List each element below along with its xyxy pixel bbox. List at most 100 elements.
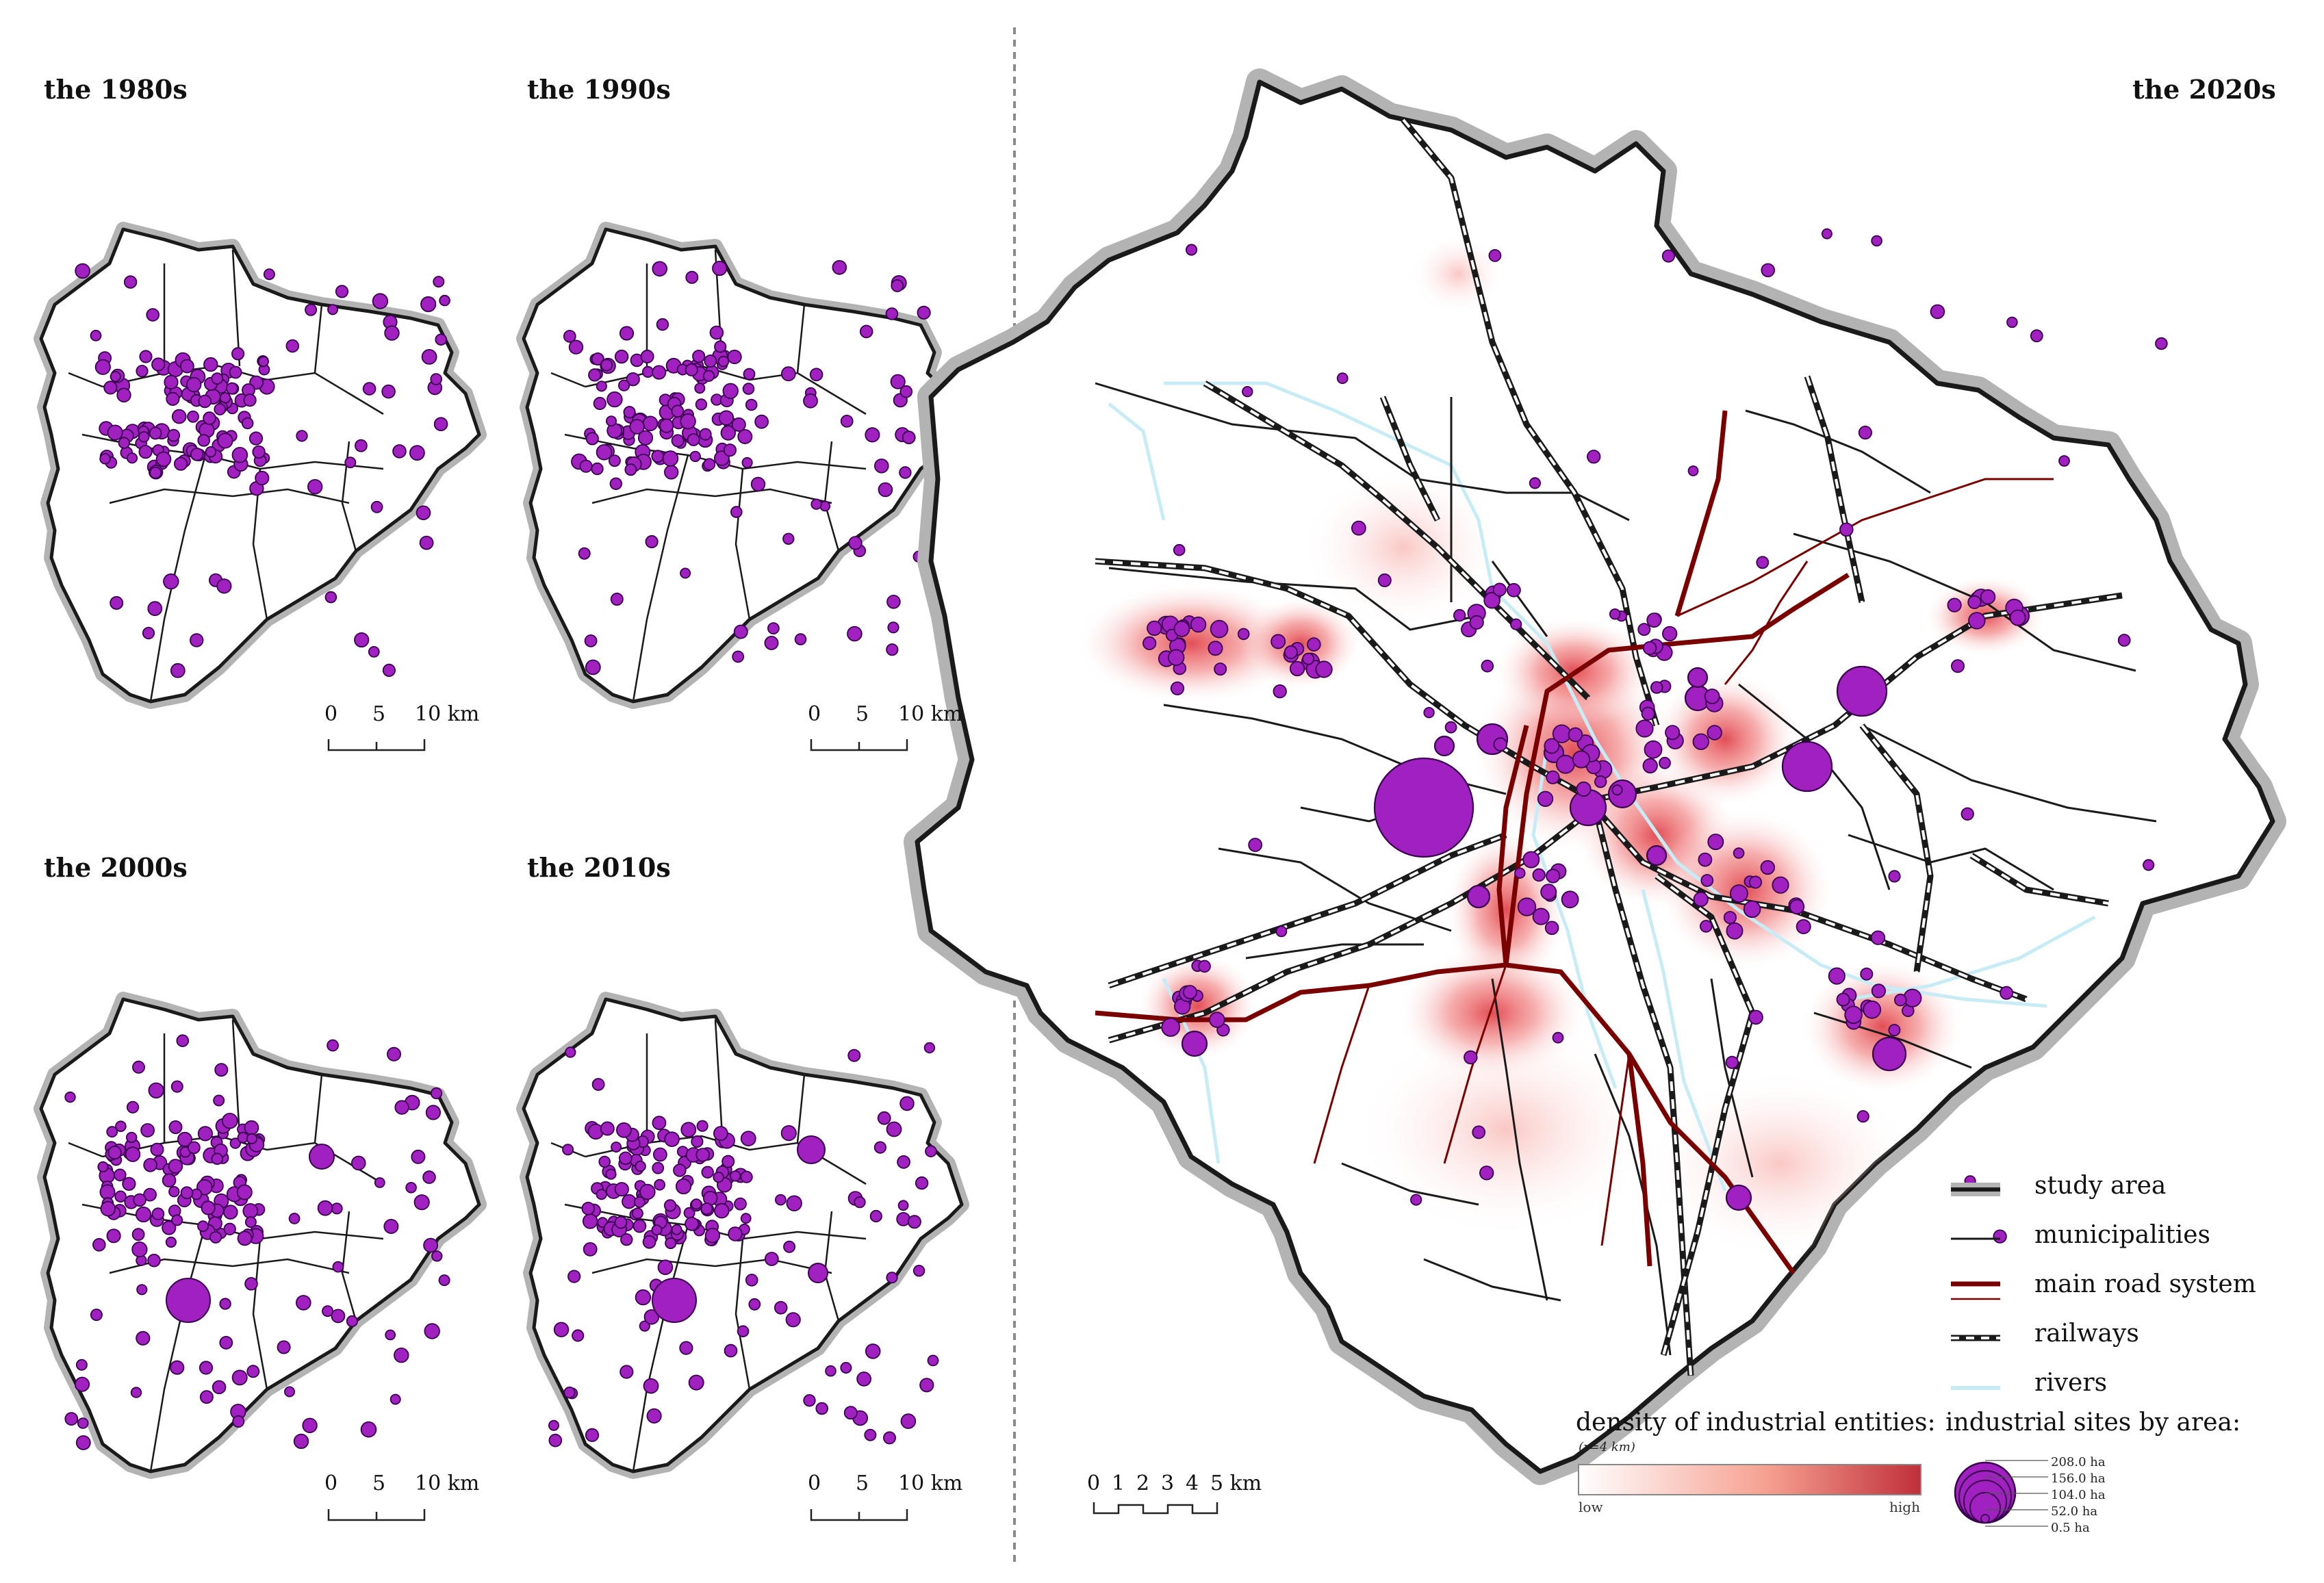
municipality-line	[1218, 847, 1452, 932]
industrial-site-marker	[581, 1201, 596, 1215]
industrial-site-marker	[609, 477, 623, 491]
industrial-site-marker	[797, 1135, 826, 1164]
industrial-site-marker	[75, 1359, 88, 1371]
industrial-site-marker	[1723, 911, 1737, 925]
industrial-site-marker	[1532, 908, 1550, 925]
industrial-site-marker	[241, 417, 254, 430]
municipality-line	[109, 488, 350, 504]
industrial-site-marker	[1302, 652, 1315, 665]
industrial-site-marker	[1980, 589, 1996, 605]
industrial-site-marker	[1190, 616, 1207, 633]
industrial-site-marker	[565, 1046, 576, 1058]
industrial-site-marker	[568, 339, 584, 355]
industrial-site-marker	[606, 391, 623, 408]
industrial-site-marker	[1481, 659, 1494, 673]
industrial-site-marker	[1161, 1018, 1181, 1037]
industrial-site-marker	[168, 1186, 180, 1198]
industrial-site-marker	[394, 1100, 409, 1115]
municipality-line	[735, 468, 751, 620]
industrial-site-marker	[840, 414, 854, 428]
scalebar-label: 5	[856, 1471, 869, 1495]
industrial-site-marker	[1789, 899, 1805, 915]
railway-dash	[1594, 807, 1692, 1376]
industrial-site-marker	[236, 1184, 253, 1200]
industrial-site-marker	[847, 1048, 861, 1062]
industrial-site-marker	[582, 1213, 598, 1229]
scalebar	[327, 1509, 426, 1521]
industrial-site-marker	[692, 349, 706, 363]
industrial-site-marker	[1687, 667, 1709, 688]
industrial-site-marker	[168, 1120, 183, 1134]
industrial-site-marker	[110, 371, 121, 383]
industrial-site-marker	[421, 348, 437, 365]
industrial-site-marker	[327, 1039, 340, 1052]
railway-dash	[1203, 382, 1589, 699]
industrial-site-marker	[1760, 860, 1776, 875]
industrial-site-marker	[231, 1369, 248, 1386]
industrial-site-marker	[107, 1146, 122, 1160]
industrial-site-marker	[277, 1340, 291, 1354]
industrial-site-marker	[610, 593, 624, 606]
industrial-site-marker	[244, 1216, 257, 1228]
industrial-site-marker	[136, 1330, 151, 1346]
industrial-site-marker	[263, 268, 275, 281]
industrial-site-marker	[718, 410, 735, 426]
industrial-site-marker	[1336, 372, 1349, 385]
main-road	[1095, 962, 1796, 1275]
industrial-site-marker	[420, 296, 437, 313]
industrial-site-marker	[133, 1193, 146, 1207]
railway-dash	[1806, 376, 1863, 603]
industrial-site-marker	[652, 1278, 697, 1323]
industrial-site-marker	[64, 1412, 79, 1426]
industrial-site-marker	[146, 308, 160, 322]
industrial-site-marker	[171, 1214, 183, 1226]
industrial-site-marker	[886, 594, 901, 609]
industrial-site-marker	[1546, 770, 1560, 784]
industrial-site-marker	[685, 270, 699, 284]
industrial-site-marker	[244, 1276, 258, 1291]
municipality-line	[1108, 567, 1479, 631]
industrial-site-marker	[1888, 1024, 1901, 1037]
municipality-line	[1423, 1258, 1561, 1302]
industrial-site-marker	[331, 1202, 343, 1215]
industrial-site-marker	[1611, 784, 1623, 796]
industrial-site-marker	[1821, 228, 1833, 240]
industrial-site-marker	[1377, 573, 1392, 587]
industrial-site-marker	[624, 463, 637, 476]
industrial-site-marker	[1586, 450, 1601, 464]
industrial-site-marker	[1208, 641, 1223, 656]
industrial-site-marker	[563, 329, 576, 343]
industrial-site-marker	[1552, 724, 1572, 743]
industrial-site-marker	[1707, 834, 1724, 851]
industrial-site-marker	[645, 535, 659, 549]
industrial-site-marker	[1659, 756, 1671, 769]
scalebar-label: 10 km	[898, 702, 963, 726]
industrial-site-marker	[907, 1215, 921, 1229]
industrial-site-marker	[809, 368, 823, 382]
industrial-site-marker	[199, 1390, 214, 1404]
industrial-site-marker	[562, 1144, 574, 1156]
industrial-site-marker	[75, 263, 90, 279]
industrial-site-marker	[737, 1325, 750, 1337]
industrial-site-marker	[392, 444, 407, 459]
railway-casing	[1108, 832, 1507, 989]
industrial-site-marker	[197, 1126, 213, 1142]
industrial-site-marker	[147, 1253, 161, 1267]
industrial-site-marker	[90, 329, 102, 342]
industrial-site-marker	[643, 1309, 660, 1325]
industrial-site-marker	[167, 428, 181, 442]
industrial-site-marker	[383, 1218, 399, 1234]
industrial-site-marker	[652, 261, 668, 277]
industrial-site-marker	[1950, 659, 1965, 673]
industrial-site-marker	[1836, 992, 1850, 1007]
industrial-site-marker	[1781, 741, 1833, 793]
industrial-site-marker	[730, 1170, 741, 1182]
industrial-site-marker	[614, 349, 629, 364]
industrial-site-marker	[327, 304, 339, 316]
density-low-label: low	[1579, 1499, 1603, 1515]
industrial-site-marker	[1289, 660, 1305, 677]
municipality-line	[314, 1074, 323, 1144]
main-road	[1626, 1053, 1652, 1267]
industrial-site-marker	[438, 1274, 450, 1287]
